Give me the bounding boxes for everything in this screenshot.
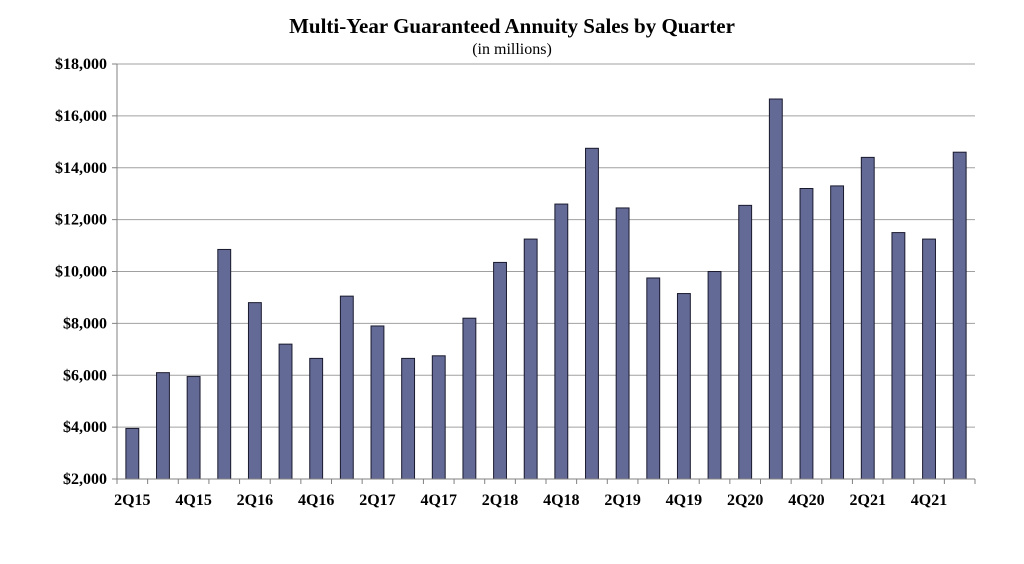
y-tick-label: $16,000 (55, 108, 107, 125)
bar-2Q19 (615, 207, 630, 480)
bar-4Q20 (799, 188, 814, 480)
bar-3Q20 (768, 98, 783, 480)
x-axis-tick-labels: 2Q15 4Q15 2Q16 4Q16 2Q17 4Q17 2Q18 4Q18 2Q19 4Q19… (114, 492, 947, 509)
x-tick-label: 4Q20 (788, 492, 824, 509)
bar-1Q17 (339, 295, 354, 480)
bar-2Q15 (125, 427, 140, 480)
bar-1Q20 (707, 271, 722, 480)
x-tick-label: 2Q17 (359, 492, 395, 509)
bar-3Q19 (646, 277, 661, 480)
bar-4Q21 (922, 238, 936, 480)
x-tick-label: 2Q15 (114, 492, 150, 509)
y-tick-label: $2,000 (63, 471, 107, 488)
bar-1Q22 (952, 151, 967, 480)
x-tick-label: 4Q19 (666, 492, 702, 509)
bar-3Q15 (156, 372, 170, 480)
bar-1Q19 (585, 147, 599, 480)
x-tick-label: 2Q21 (850, 492, 886, 509)
bar-1Q18 (462, 317, 477, 480)
x-tick-label: 2Q20 (727, 492, 763, 509)
x-tick-label: 2Q19 (604, 492, 640, 509)
axes (112, 63, 976, 484)
x-tick-label: 4Q15 (175, 492, 211, 509)
bar-2Q16 (247, 302, 262, 480)
bar-3Q18 (523, 238, 538, 480)
y-tick-label: $4,000 (63, 419, 107, 436)
bar-4Q19 (676, 293, 691, 480)
y-axis-tick-labels: $2,000 $4,000 $6,000 $8,000 $10,000 $12,000 $1… (55, 56, 107, 488)
x-tick-label: 4Q18 (543, 492, 579, 509)
chart-title: Multi-Year Guaranteed Annuity Sales by Q… (289, 14, 735, 38)
y-tick-label: $12,000 (55, 212, 107, 229)
bar-4Q18 (554, 203, 569, 480)
bar-2Q18 (493, 261, 507, 480)
y-tick-label: $8,000 (63, 315, 107, 332)
bar-4Q15 (186, 376, 201, 480)
x-tick-label: 4Q21 (911, 492, 947, 509)
y-tick-label: $10,000 (55, 264, 107, 281)
bar-2Q20 (738, 204, 753, 480)
x-tick-label: 4Q17 (421, 492, 457, 509)
bar-3Q16 (278, 343, 293, 480)
bar-1Q16 (217, 248, 232, 480)
bar-3Q21 (891, 232, 906, 480)
y-tick-label: $14,000 (55, 160, 107, 177)
bars (125, 98, 967, 480)
chart-subtitle: (in millions) (472, 41, 552, 58)
bar-2Q21 (860, 156, 875, 480)
bar-3Q17 (401, 357, 416, 480)
bar-1Q21 (830, 185, 845, 480)
y-tick-label: $18,000 (55, 56, 107, 73)
x-tick-label: 2Q16 (237, 492, 273, 509)
bar-4Q17 (431, 355, 446, 480)
bar-2Q17 (370, 325, 385, 480)
x-tick-label: 2Q18 (482, 492, 518, 509)
grid-lines (117, 63, 975, 428)
x-tick-label: 4Q16 (298, 492, 334, 509)
bar-4Q16 (309, 357, 324, 480)
y-tick-label: $6,000 (63, 367, 107, 384)
